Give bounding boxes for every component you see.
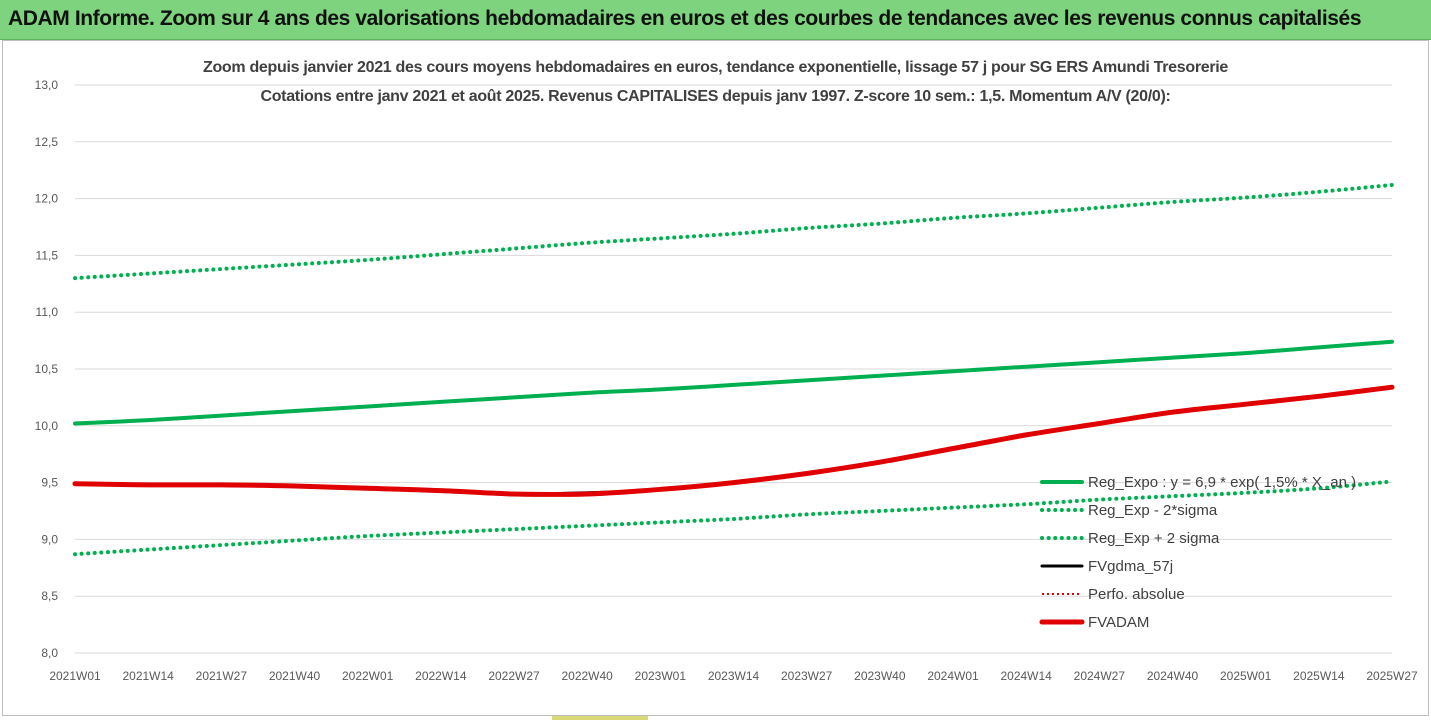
y-tick-label: 13,0 [35,78,59,92]
legend-entry-reg-exp-minus-2sigma: Reg_Exp - 2*sigma [1088,502,1218,519]
x-tick-label: 2022W27 [488,669,540,683]
x-tick-label: 2024W40 [1147,669,1199,683]
y-tick-label: 9,0 [41,532,58,546]
series-line-reg-exp-minus-2sigma [73,479,1394,557]
x-tick-label: 2023W40 [854,669,906,683]
x-tick-label: 2022W01 [342,669,394,683]
x-axis-ticks: 2021W01 2021W14 2021W27 2021W40 2022W01 2022W… [49,669,1418,683]
legend-entry-reg-exp-plus-2sigma: Reg_Exp + 2 sigma [1088,530,1220,547]
legend-entry-fvadam: FVADAM [1088,614,1149,631]
y-tick-label: 9,5 [41,476,58,490]
series-lines [72,183,1395,557]
x-tick-label: 2021W40 [269,669,321,683]
x-tick-label: 2023W14 [708,669,760,683]
chart-area [2,40,1429,716]
y-tick-label: 12,0 [35,192,59,206]
footer-mark [552,716,648,720]
x-tick-label: 2024W14 [1000,669,1052,683]
report-title: ADAM Informe. Zoom sur 4 ans des valoris… [8,7,1362,30]
y-tick-label: 11,5 [36,248,59,262]
y-tick-label: 11,0 [36,305,59,319]
gridlines [75,84,1392,654]
x-tick-label: 2025W27 [1366,669,1418,683]
chart-subtitle: Cotations entre janv 2021 et août 2025. … [260,88,1171,105]
x-tick-label: 2021W14 [122,669,174,683]
x-tick-label: 2022W40 [561,669,613,683]
y-tick-label: 10,0 [35,419,59,433]
report-banner: ADAM Informe. Zoom sur 4 ans des valoris… [0,0,1431,40]
x-tick-label: 2025W14 [1293,669,1345,683]
x-tick-label: 2025W01 [1220,669,1272,683]
y-tick-label: 12,5 [35,135,59,149]
x-tick-label: 2024W01 [927,669,979,683]
legend-entry-perfo-absolue: Perfo. absolue [1088,586,1185,603]
x-tick-label: 2021W01 [49,669,101,683]
x-tick-label: 2024W27 [1074,669,1126,683]
y-axis-ticks: 8,0 8,5 9,0 9,5 10,0 10,5 11,0 11,5 12,0 12,5 13,0 [35,78,59,660]
y-tick-label: 10,5 [35,362,59,376]
x-tick-label: 2023W27 [781,669,833,683]
x-tick-label: 2022W14 [415,669,467,683]
series-line-reg-expo [73,339,1394,426]
y-tick-label: 8,0 [41,646,58,660]
y-tick-label: 8,5 [41,589,58,603]
chart-title: Zoom depuis janvier 2021 des cours moyen… [202,59,1229,76]
legend: Reg_Expo : y = 6,9 * exp( 1,5% * X_an ) R… [1030,468,1360,636]
legend-box [1030,468,1360,636]
series-line-fvadam [72,384,1395,497]
legend-entry-reg-expo: Reg_Expo : y = 6,9 * exp( 1,5% * X_an ) [1088,474,1356,491]
x-tick-label: 2021W27 [196,669,248,683]
series-line-reg-exp-plus-2sigma [73,183,1394,281]
legend-entry-fvgdma-57j: FVgdma_57j [1088,558,1173,575]
x-tick-label: 2023W01 [635,669,687,683]
